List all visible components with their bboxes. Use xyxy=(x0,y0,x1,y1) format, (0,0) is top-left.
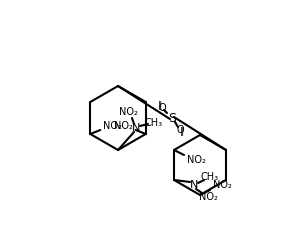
Text: CH₃: CH₃ xyxy=(145,118,163,128)
Text: ‖: ‖ xyxy=(180,127,184,137)
Text: NO₂: NO₂ xyxy=(187,155,205,165)
Text: CH₃: CH₃ xyxy=(201,172,219,182)
Text: N: N xyxy=(190,180,198,190)
Text: NO₂: NO₂ xyxy=(199,192,217,202)
Text: NO₂: NO₂ xyxy=(213,180,231,190)
Text: S: S xyxy=(168,111,176,124)
Text: N: N xyxy=(132,123,140,133)
Text: NO₂: NO₂ xyxy=(119,107,137,117)
Text: O: O xyxy=(176,125,184,135)
Text: NO₂: NO₂ xyxy=(103,121,122,131)
Text: NO₂: NO₂ xyxy=(114,121,133,131)
Text: O: O xyxy=(158,103,166,113)
Text: ‖: ‖ xyxy=(158,102,162,110)
